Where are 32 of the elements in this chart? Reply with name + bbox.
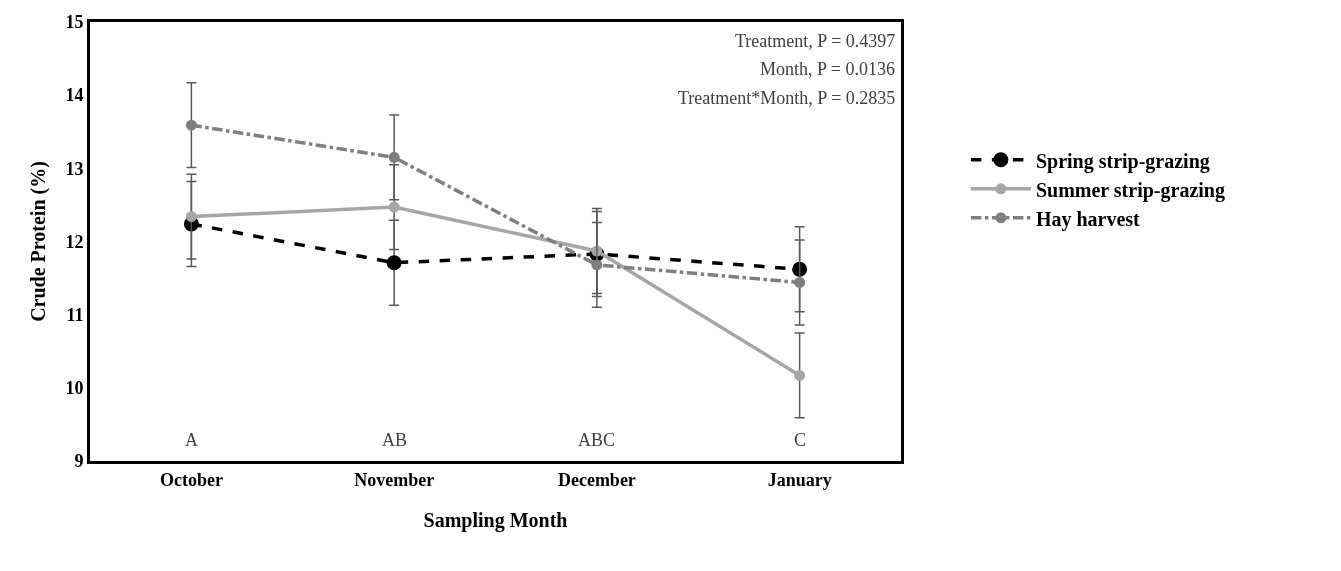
point xyxy=(388,201,400,213)
point xyxy=(792,261,808,277)
point xyxy=(794,369,806,381)
annotation: Treatment*Month, P = 0.2835 xyxy=(678,88,896,108)
legend-label: Hay harvest xyxy=(1035,207,1141,231)
x-tick-label: November xyxy=(354,469,435,490)
annotation: C xyxy=(794,430,807,450)
x-tick-label: October xyxy=(159,469,223,490)
y-tick-label: 14 xyxy=(65,85,84,106)
point xyxy=(388,151,400,163)
annotation: A xyxy=(185,430,198,450)
annotation: AB xyxy=(382,430,408,450)
y-axis-title: Crude Protein (%) xyxy=(26,161,50,322)
annotation: Treatment, P = 0.4397 xyxy=(735,31,896,51)
point xyxy=(386,255,402,271)
x-tick-label: December xyxy=(557,469,636,490)
x-axis-title: Sampling Month xyxy=(423,509,568,533)
y-tick-label: 15 xyxy=(65,12,84,33)
y-tick-label: 11 xyxy=(66,304,84,325)
annotation: ABC xyxy=(578,430,616,450)
legend-label: Summer strip-grazing xyxy=(1035,178,1225,202)
point xyxy=(185,119,197,131)
y-tick-label: 13 xyxy=(65,158,84,179)
point xyxy=(185,211,197,223)
point xyxy=(591,259,603,271)
x-tick-label: January xyxy=(767,469,832,490)
point xyxy=(794,276,806,288)
y-tick-label: 10 xyxy=(65,378,84,399)
y-tick-label: 9 xyxy=(74,451,84,472)
y-tick-label: 12 xyxy=(65,231,84,252)
annotation: Month, P = 0.0136 xyxy=(760,59,895,79)
legend-label: Spring strip-grazing xyxy=(1035,149,1210,173)
